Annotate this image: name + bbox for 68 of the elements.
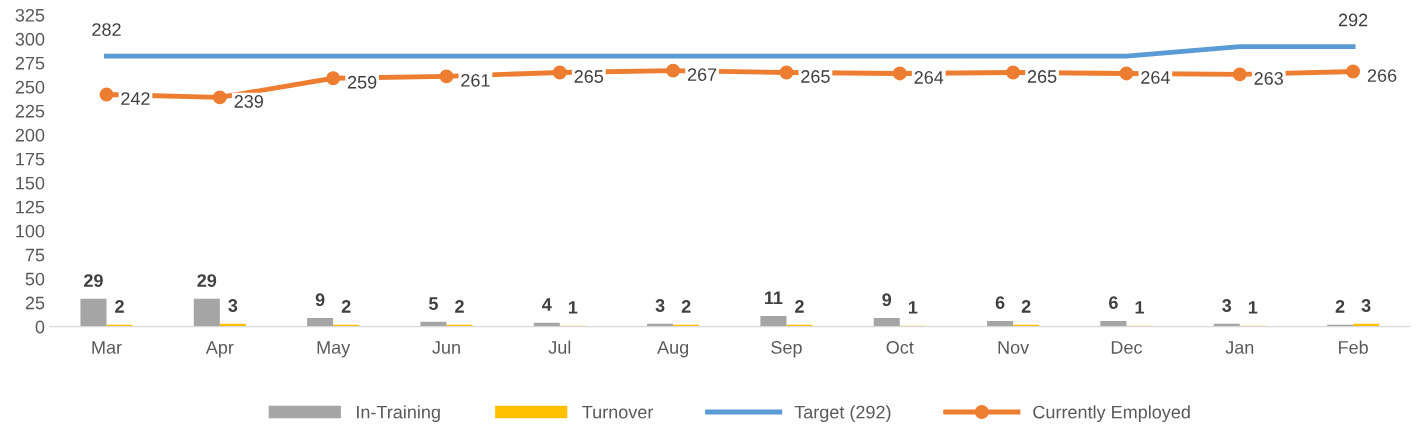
x-tick-label: Jan [1225,341,1254,354]
data-label: 265 [801,70,830,83]
x-tick-label: May [317,341,351,358]
data-label: 263 [1254,72,1283,85]
legend-label: Currently Employed [1033,405,1190,423]
x-tick-label: Jul [548,340,571,354]
data-label: 9 [882,293,892,307]
data-label: 239 [234,95,263,108]
y-tick-label: 275 [15,56,45,70]
data-label: 267 [687,68,717,81]
data-label: 242 [121,92,150,105]
x-tick-label: Nov [998,341,1030,354]
y-tick-label: 0 [35,320,45,334]
data-label: 261 [461,73,490,87]
data-label: 2 [1335,300,1345,313]
y-tick-label: 175 [16,152,45,166]
data-label: 11 [765,291,783,305]
y-tick-label: 325 [15,8,45,22]
data-label: 264 [914,71,944,84]
data-label: 29 [197,274,217,287]
data-label: 265 [574,70,604,83]
data-label: 1 [908,301,918,314]
y-tick-label: 125 [16,200,45,214]
data-label: 4 [542,298,552,311]
data-label: 1 [568,301,578,314]
legend-label: In-Training [357,405,440,423]
data-label: 265 [1027,70,1057,83]
y-tick-label: 200 [15,128,45,142]
data-label: 6 [1109,296,1118,309]
data-label: 5 [428,297,438,310]
data-label: 2 [681,300,691,313]
data-label: 6 [995,296,1005,309]
x-tick-label: Aug [657,341,689,358]
legend-label: Target (292) [794,405,891,423]
data-label: 3 [655,299,665,312]
data-label: 2 [795,300,804,313]
data-label: 266 [1367,69,1397,82]
data-label: 3 [1222,299,1232,312]
data-label: 2 [1021,300,1031,313]
y-tick-label: 100 [16,224,45,238]
x-tick-label: Oct [886,341,914,354]
x-tick-label: Mar [92,341,122,354]
y-tick-label: 300 [15,32,45,46]
y-tick-label: 75 [25,248,45,262]
data-label: 264 [1141,71,1170,84]
x-tick-label: Dec [1111,341,1143,354]
data-label: 1 [1135,301,1144,314]
y-tick-label: 25 [25,296,45,310]
x-tick-label: Jun [432,341,460,354]
x-tick-label: Sep [771,341,802,358]
x-tick-label: Apr [205,341,234,358]
data-label: 3 [1361,299,1371,312]
y-tick-label: 225 [15,104,45,118]
data-label: 3 [228,299,238,312]
data-label: 282 [92,23,121,36]
data-label: 2 [115,300,124,313]
y-tick-label: 250 [15,80,45,94]
x-tick-label: Feb [1339,340,1368,354]
data-label: 2 [341,300,351,313]
data-label: 29 [84,274,103,287]
legend-label: Turnover [582,405,654,419]
y-tick-label: 150 [16,176,45,190]
data-label: 9 [315,293,325,307]
data-label: 292 [1338,13,1368,27]
data-label: 259 [347,75,377,89]
y-tick-label: 50 [25,272,45,286]
data-label: 1 [1248,301,1258,314]
data-label: 2 [455,300,464,313]
